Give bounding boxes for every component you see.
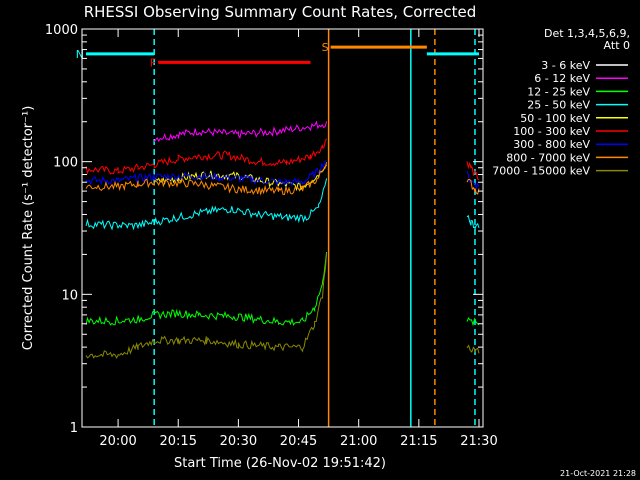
x-tick-label-6: 21:30 <box>460 434 497 449</box>
series-1-segment-0 <box>153 120 328 143</box>
x-tick-label-5: 21:15 <box>400 434 437 449</box>
flag-label-2: S <box>322 41 329 54</box>
x-tick-label-4: 21:00 <box>340 434 377 449</box>
footer-date: 21-Oct-2021 21:28 <box>560 469 636 478</box>
series-5-segment-0 <box>85 162 328 196</box>
y-tick-label-1: 10 <box>61 288 78 303</box>
chart-title: RHESSI Observing Summary Count Rates, Co… <box>84 3 477 21</box>
series-8-segment-1 <box>466 344 480 354</box>
legend-header-0: Det 1,3,4,5,6,9, <box>544 27 630 40</box>
series-2-segment-1 <box>466 161 480 181</box>
x-tick-label-0: 20:00 <box>99 434 136 449</box>
flag-label-1: F <box>150 56 156 69</box>
series-6-segment-0 <box>85 178 328 231</box>
y-tick-label-2: 100 <box>53 156 78 171</box>
plot-area: N F S <box>76 29 480 427</box>
x-axis: 20:00 20:15 20:30 20:45 21:00 21:15 21:30 <box>99 29 498 449</box>
series-2-segment-0 <box>85 138 328 175</box>
x-axis-label: Start Time (26-Nov-02 19:51:42) <box>174 456 386 471</box>
legend-label-6: 300 - 800 keV <box>513 138 590 151</box>
legend-label-0: 3 - 6 keV <box>541 59 590 72</box>
series-6-segment-1 <box>466 214 480 230</box>
series-0-segment-0 <box>153 103 328 123</box>
legend-label-2: 12 - 25 keV <box>527 85 590 98</box>
series-4-segment-1 <box>466 170 480 190</box>
legend-label-4: 50 - 100 keV <box>520 112 590 125</box>
legend-label-1: 6 - 12 keV <box>534 72 590 85</box>
legend-header-1: Att 0 <box>604 39 630 52</box>
series-8-segment-0 <box>85 253 328 359</box>
flag-label-0: N <box>76 48 84 61</box>
x-tick-label-2: 20:30 <box>220 434 257 449</box>
series-4-segment-0 <box>85 160 327 187</box>
x-tick-label-1: 20:15 <box>160 434 197 449</box>
plot-frame <box>81 28 484 428</box>
y-tick-label-3: 1000 <box>45 23 78 38</box>
y-axis: 1 10 100 1000 <box>45 23 483 436</box>
legend-label-5: 100 - 300 keV <box>513 125 590 138</box>
series-7-segment-1 <box>466 317 480 327</box>
y-axis-label: Corrected Count Rate (s⁻¹ detector⁻¹) <box>21 106 36 351</box>
legend-label-3: 25 - 50 keV <box>527 99 590 112</box>
legend-label-7: 800 - 7000 keV <box>506 151 590 164</box>
y-tick-label-0: 1 <box>70 421 78 436</box>
series-7-segment-0 <box>85 251 328 326</box>
series-5-segment-1 <box>466 179 480 195</box>
legend-label-8: 7000 - 15000 keV <box>492 165 590 178</box>
x-tick-label-3: 20:45 <box>280 434 317 449</box>
